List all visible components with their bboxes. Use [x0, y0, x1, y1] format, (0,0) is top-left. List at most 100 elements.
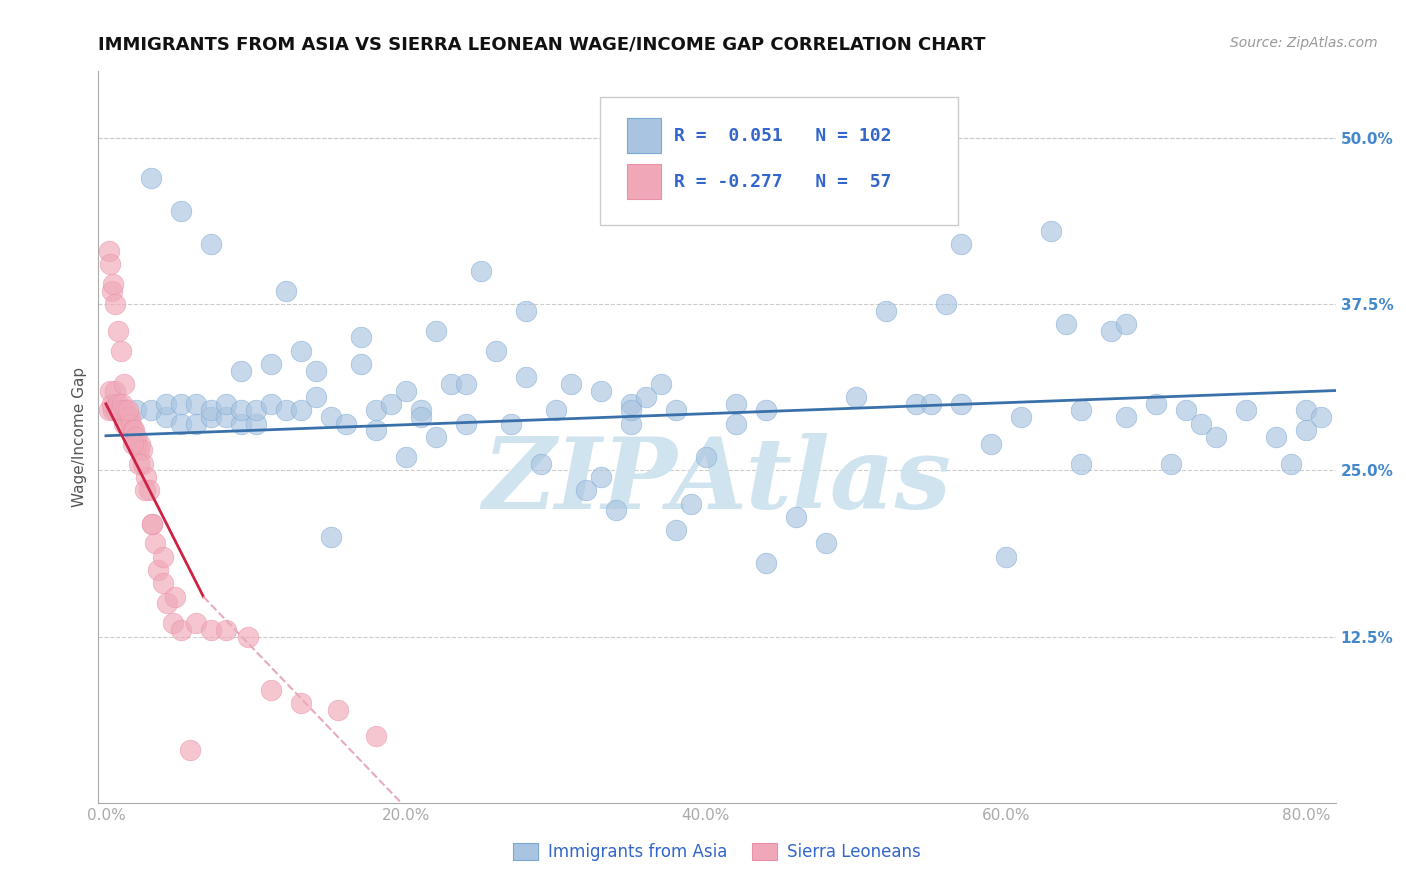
Point	[620, 397, 643, 411]
Point	[454, 376, 477, 391]
Point	[290, 403, 312, 417]
Text: R = -0.277   N =  57: R = -0.277 N = 57	[673, 173, 891, 191]
Point	[1279, 457, 1302, 471]
Point	[920, 397, 942, 411]
Point	[114, 403, 136, 417]
Point	[110, 403, 132, 417]
Point	[425, 324, 447, 338]
Bar	[627, 164, 661, 199]
Point	[118, 410, 141, 425]
Point	[238, 630, 260, 644]
Point	[260, 682, 283, 697]
Point	[108, 403, 131, 417]
Point	[229, 363, 252, 377]
Point	[335, 417, 357, 431]
Point	[1054, 317, 1077, 331]
Point	[305, 390, 328, 404]
Point	[138, 483, 160, 498]
Point	[409, 410, 432, 425]
Point	[132, 457, 155, 471]
Point	[1160, 457, 1182, 471]
Point	[1099, 324, 1122, 338]
Point	[155, 397, 177, 411]
Text: IMMIGRANTS FROM ASIA VS SIERRA LEONEAN WAGE/INCOME GAP CORRELATION CHART: IMMIGRANTS FROM ASIA VS SIERRA LEONEAN W…	[98, 36, 986, 54]
Point	[515, 370, 537, 384]
Point	[125, 403, 148, 417]
Point	[845, 197, 868, 211]
Point	[107, 397, 129, 411]
Point	[724, 417, 747, 431]
Point	[120, 417, 142, 431]
Point	[152, 549, 174, 564]
Point	[170, 623, 193, 637]
Point	[200, 237, 222, 252]
Point	[350, 330, 373, 344]
Point	[229, 403, 252, 417]
Point	[115, 410, 138, 425]
Point	[141, 516, 163, 531]
Point	[530, 457, 553, 471]
Point	[170, 397, 193, 411]
Point	[184, 616, 207, 631]
Point	[634, 390, 657, 404]
Point	[215, 623, 238, 637]
Point	[111, 397, 134, 411]
Point	[97, 403, 120, 417]
Point	[454, 417, 477, 431]
Point	[155, 410, 177, 425]
Point	[1070, 457, 1092, 471]
Point	[575, 483, 598, 498]
Point	[141, 516, 163, 531]
Point	[319, 530, 342, 544]
Point	[949, 397, 972, 411]
Point	[274, 403, 297, 417]
Point	[544, 403, 567, 417]
Point	[755, 403, 778, 417]
Point	[97, 244, 120, 258]
Point	[1295, 403, 1317, 417]
Point	[875, 303, 897, 318]
Point	[117, 403, 139, 417]
Y-axis label: Wage/Income Gap: Wage/Income Gap	[72, 367, 87, 508]
Point	[328, 703, 350, 717]
Point	[156, 596, 179, 610]
Point	[170, 204, 193, 219]
Point	[1234, 403, 1257, 417]
Point	[485, 343, 508, 358]
Point	[184, 397, 207, 411]
Point	[1115, 410, 1137, 425]
Point	[101, 284, 124, 298]
Point	[104, 297, 127, 311]
Point	[319, 410, 342, 425]
Point	[128, 457, 150, 471]
Point	[112, 417, 135, 431]
Point	[1295, 424, 1317, 438]
Point	[103, 403, 125, 417]
Point	[127, 436, 149, 450]
Point	[1115, 317, 1137, 331]
Point	[229, 417, 252, 431]
Point	[395, 384, 418, 398]
Point	[499, 417, 522, 431]
Point	[380, 397, 402, 411]
Point	[215, 397, 238, 411]
Point	[128, 443, 150, 458]
Point	[145, 536, 167, 550]
Point	[605, 503, 627, 517]
Point	[162, 616, 184, 631]
FancyBboxPatch shape	[599, 97, 959, 225]
Point	[650, 376, 672, 391]
Point	[139, 170, 162, 185]
Legend: Immigrants from Asia, Sierra Leoneans: Immigrants from Asia, Sierra Leoneans	[506, 836, 928, 868]
Point	[129, 436, 152, 450]
Point	[152, 576, 174, 591]
Point	[724, 397, 747, 411]
Point	[170, 417, 193, 431]
Point	[560, 376, 582, 391]
Point	[1189, 417, 1212, 431]
Point	[163, 590, 186, 604]
Point	[260, 357, 283, 371]
Point	[755, 557, 778, 571]
Point	[200, 403, 222, 417]
Point	[470, 264, 492, 278]
